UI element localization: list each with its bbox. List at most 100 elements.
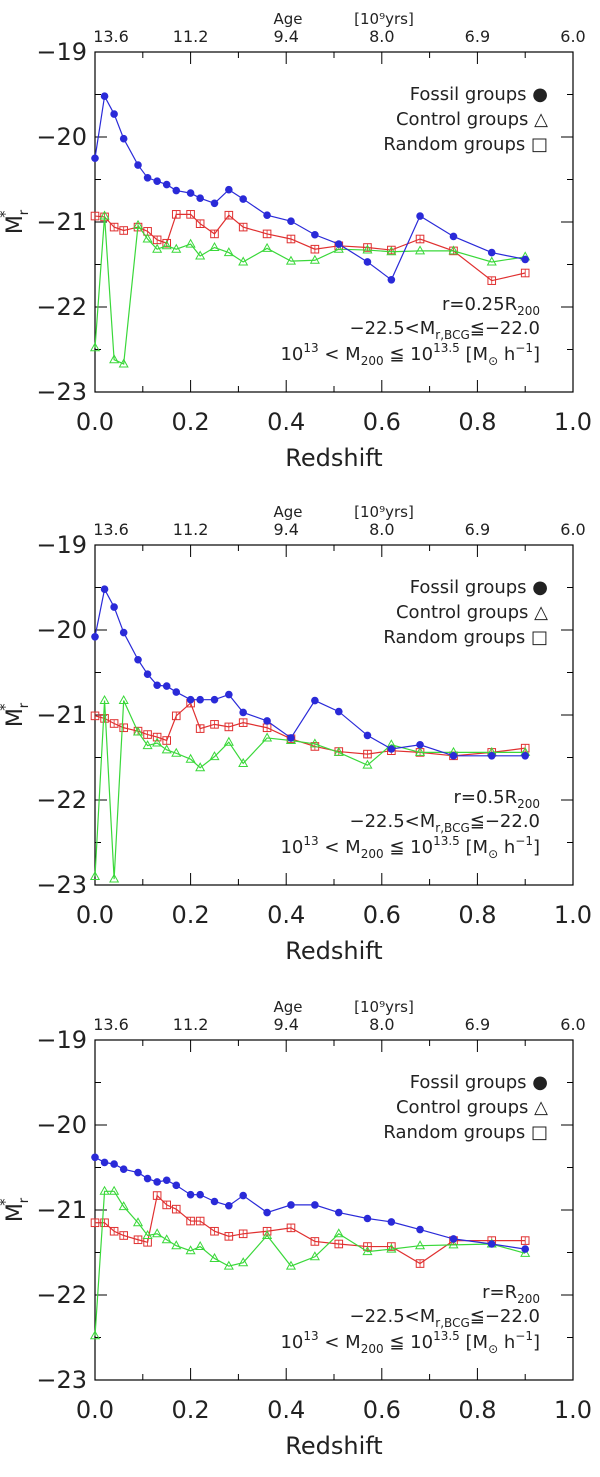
- data-point: [152, 737, 163, 747]
- data-point: [134, 655, 142, 664]
- data-point: [134, 161, 142, 169]
- series-line: [95, 1194, 526, 1265]
- panel-2: Age [10⁹yrs] 13.6 11.2 9.4 8.0 6.9 6.0 0.0 0.2 0.4…: [0, 503, 592, 965]
- data-point: [487, 248, 496, 257]
- y-tick-label: −23: [36, 1366, 87, 1394]
- data-point: [119, 134, 128, 143]
- data-point: [162, 1176, 171, 1185]
- legend-entry-2: Control groups △: [396, 109, 548, 130]
- series-triangle: [89, 210, 531, 368]
- data-point: [225, 1201, 233, 1210]
- data-point: [172, 1181, 181, 1190]
- data-point: [449, 232, 458, 241]
- age-tick-label: 6.0: [560, 1015, 585, 1034]
- data-point: [134, 1168, 142, 1177]
- x-tick-label: 0.0: [76, 901, 114, 929]
- data-point: [91, 633, 99, 641]
- data-point: [311, 696, 319, 705]
- data-point: [363, 258, 372, 266]
- age-tick-label: 6.0: [560, 27, 585, 46]
- age-tick-label: 9.4: [273, 27, 298, 46]
- data-point: [132, 1217, 144, 1227]
- x-tick-label: 0.0: [76, 1396, 114, 1424]
- age-axis-title: Age: [273, 10, 302, 28]
- age-tick-label: 13.6: [93, 27, 129, 46]
- panel-3: Age [10⁹yrs] 13.6 11.2 9.4 8.0 6.9 6.0 0.0 0.2 0.4…: [0, 998, 592, 1460]
- data-point: [263, 211, 271, 219]
- data-point: [449, 1235, 458, 1243]
- data-point: [142, 1229, 153, 1239]
- x-tick-label: 0.4: [267, 1396, 305, 1424]
- data-point: [172, 688, 181, 696]
- data-point: [334, 240, 343, 248]
- series-line: [94, 94, 526, 281]
- data-point: [262, 1229, 273, 1239]
- data-point: [238, 256, 249, 266]
- data-point: [239, 195, 247, 203]
- series-triangle: [89, 1185, 531, 1340]
- y-tick-label: −20: [36, 123, 87, 151]
- data-point: [333, 746, 344, 756]
- data-point: [309, 1251, 320, 1261]
- data-point: [285, 255, 297, 265]
- data-point: [287, 1201, 295, 1209]
- data-point: [91, 1153, 99, 1162]
- x-tick-label: 0.6: [363, 1396, 401, 1424]
- legend-entry-3: Random groups □: [383, 134, 548, 155]
- data-point: [132, 726, 144, 736]
- series-line: [94, 1190, 526, 1336]
- data-point: [311, 1201, 319, 1209]
- data-point: [109, 354, 120, 364]
- data-point: [487, 1240, 496, 1248]
- age-tick-label: 8.0: [369, 1015, 394, 1034]
- x-tick-label: 0.8: [458, 901, 496, 929]
- x-tick-label: 0.6: [363, 408, 401, 436]
- data-point: [171, 747, 182, 757]
- age-tick-label: 8.0: [369, 520, 394, 539]
- data-point: [262, 242, 273, 252]
- y-tick-label: −21: [36, 1196, 87, 1224]
- data-point: [186, 1190, 195, 1199]
- age-tick-label: 6.0: [560, 520, 585, 539]
- data-point: [99, 695, 110, 705]
- data-point: [223, 247, 234, 257]
- radius-annotation: r=0.5R200: [453, 787, 540, 811]
- age-tick-label: 11.2: [173, 1015, 209, 1034]
- data-point: [185, 238, 196, 248]
- y-tick-label: −22: [36, 786, 87, 814]
- age-tick-label: 6.9: [465, 520, 490, 539]
- series-square: [90, 210, 530, 285]
- data-point: [225, 185, 233, 194]
- data-point: [195, 762, 206, 772]
- y-tick-label: −20: [36, 1111, 87, 1139]
- age-tick-label: 11.2: [173, 27, 209, 46]
- data-point: [89, 342, 101, 352]
- data-point: [110, 1160, 118, 1168]
- data-point: [153, 1178, 161, 1186]
- legend-entry-1: Fossil groups ●: [410, 84, 548, 105]
- x-tick-label: 0.2: [172, 1396, 210, 1424]
- data-point: [209, 751, 220, 761]
- data-point: [416, 740, 424, 749]
- data-point: [99, 1185, 110, 1195]
- data-point: [311, 230, 319, 239]
- data-point: [195, 250, 206, 260]
- y-tick-label: −19: [36, 531, 87, 559]
- data-point: [263, 1208, 271, 1217]
- data-point: [238, 757, 249, 767]
- data-point: [521, 752, 529, 760]
- data-point: [285, 1260, 297, 1270]
- mass-annotation: 1013 < M200 ≦ 1013.5 [M⊙ h−1]: [280, 1329, 540, 1356]
- data-point: [100, 585, 109, 593]
- data-point: [195, 1241, 206, 1251]
- data-point: [386, 1243, 397, 1253]
- data-point: [142, 233, 153, 243]
- data-point: [142, 740, 153, 750]
- data-point: [449, 752, 458, 760]
- age-axis-units: [10⁹yrs]: [354, 10, 414, 28]
- x-tick-label: 0.8: [458, 408, 496, 436]
- data-point: [186, 695, 195, 704]
- data-point: [239, 708, 247, 717]
- data-point: [196, 1190, 204, 1199]
- data-point: [448, 1239, 459, 1249]
